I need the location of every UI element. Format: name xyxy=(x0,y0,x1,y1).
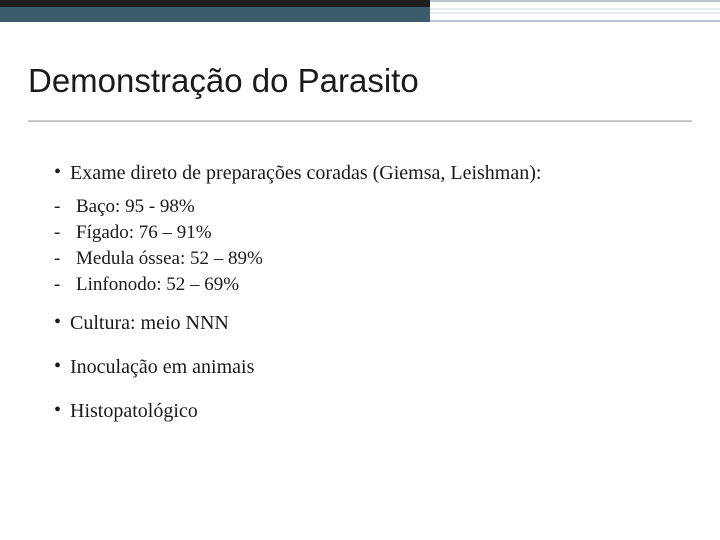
bullet-item: • Exame direto de preparações coradas (G… xyxy=(54,158,680,188)
bullet-marker: • xyxy=(54,158,70,186)
sub-item: - Medula óssea: 52 – 89% xyxy=(54,246,680,272)
sub-marker: - xyxy=(54,194,76,220)
bullet-text: Cultura: meio NNN xyxy=(70,308,229,338)
sub-list: - Baço: 95 - 98% - Fígado: 76 – 91% - Me… xyxy=(54,194,680,298)
bullet-marker: • xyxy=(54,352,70,380)
bullet-item: • Histopatológico xyxy=(54,396,680,426)
sub-marker: - xyxy=(54,220,76,246)
sub-text: Baço: 95 - 98% xyxy=(76,194,195,220)
sub-text: Fígado: 76 – 91% xyxy=(76,220,212,246)
bullet-text: Inoculação em animais xyxy=(70,352,254,382)
title-underline xyxy=(28,120,692,122)
accent-bar-right xyxy=(430,0,720,22)
bullet-marker: • xyxy=(54,396,70,424)
bullet-marker: • xyxy=(54,308,70,336)
sub-item: - Linfonodo: 52 – 69% xyxy=(54,272,680,298)
spacer xyxy=(54,386,680,396)
bullet-text: Histopatológico xyxy=(70,396,198,426)
accent-bar-left xyxy=(0,0,430,22)
sub-text: Linfonodo: 52 – 69% xyxy=(76,272,239,298)
sub-marker: - xyxy=(54,246,76,272)
bullet-item: • Cultura: meio NNN xyxy=(54,308,680,338)
sub-item: - Fígado: 76 – 91% xyxy=(54,220,680,246)
sub-text: Medula óssea: 52 – 89% xyxy=(76,246,263,272)
slide-content: • Exame direto de preparações coradas (G… xyxy=(54,158,680,430)
sub-marker: - xyxy=(54,272,76,298)
bullet-text: Exame direto de preparações coradas (Gie… xyxy=(70,158,541,188)
spacer xyxy=(54,342,680,352)
bullet-item: • Inoculação em animais xyxy=(54,352,680,382)
slide-title: Demonstração do Parasito xyxy=(28,62,419,100)
slide: Demonstração do Parasito • Exame direto … xyxy=(0,0,720,540)
decorative-top-bar xyxy=(0,0,720,22)
sub-item: - Baço: 95 - 98% xyxy=(54,194,680,220)
